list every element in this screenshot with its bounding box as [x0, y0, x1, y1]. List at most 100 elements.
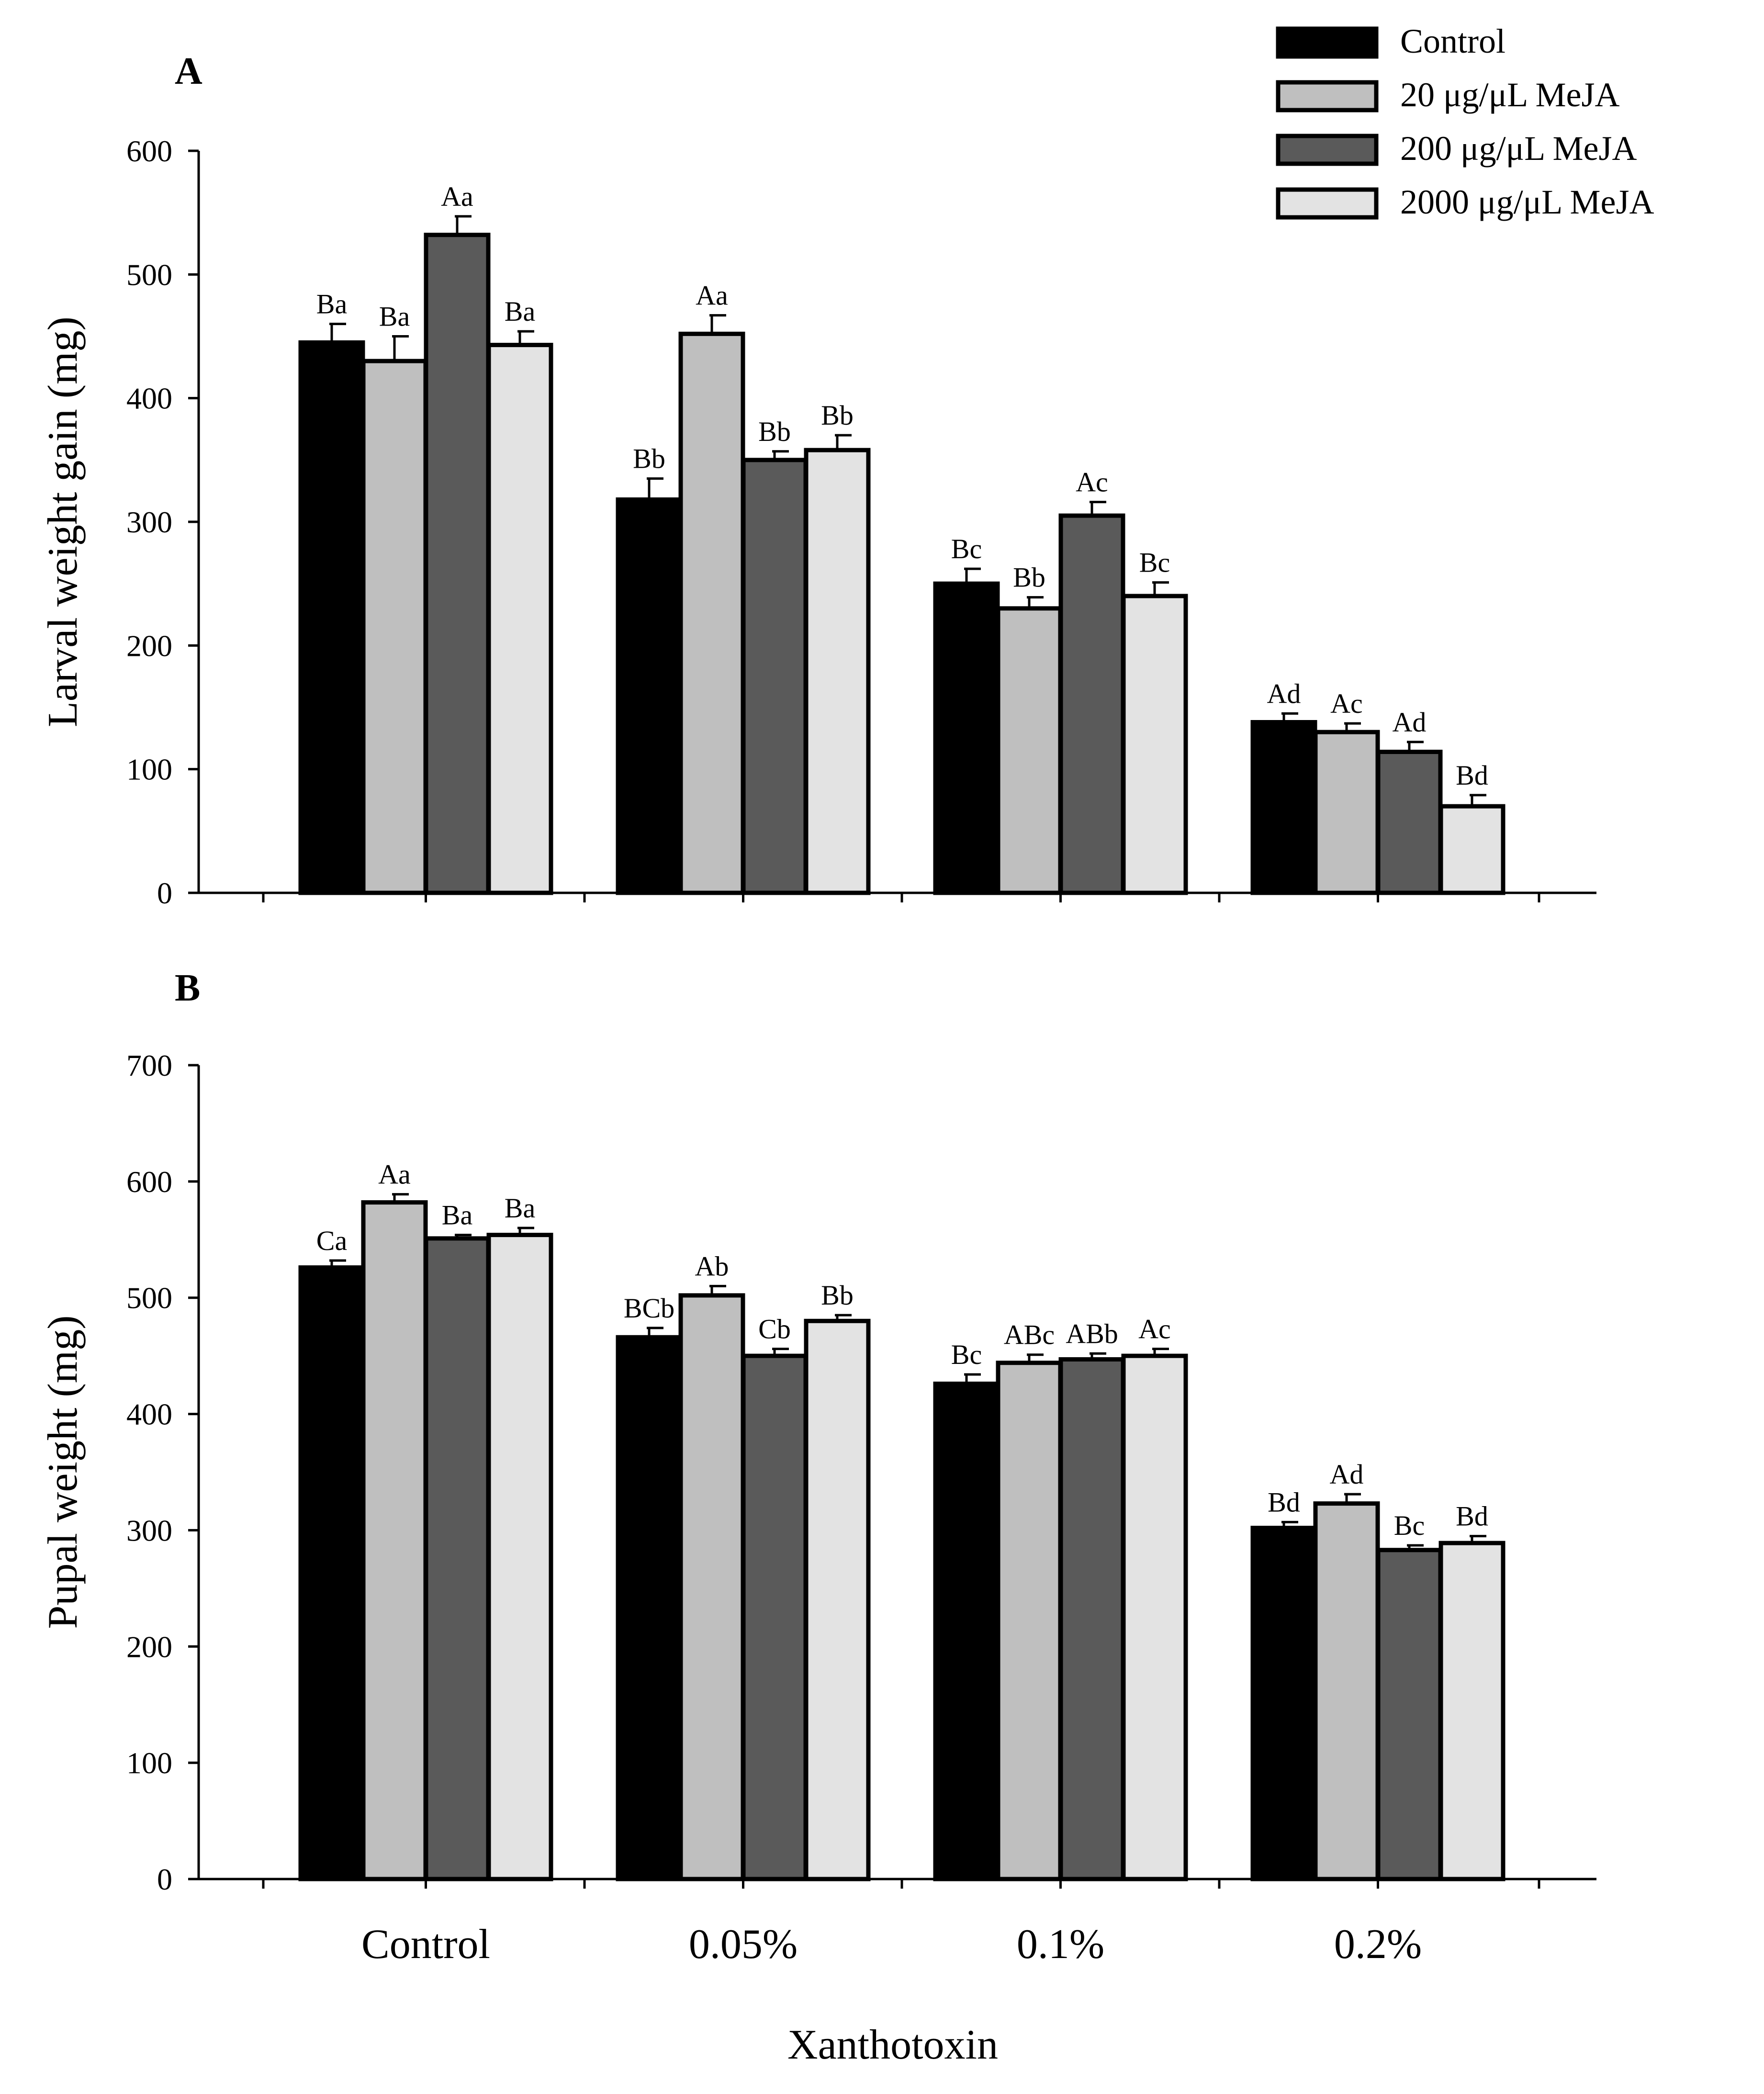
significance-label: Bd: [1456, 1501, 1488, 1532]
bar: [741, 1353, 808, 1881]
x-axis-title: Xanthotoxin: [787, 2022, 998, 2068]
x-category-label: 0.05%: [689, 1921, 798, 1968]
y-axis-title: Larval weight gain (mg): [40, 316, 86, 727]
panel-a-label: A: [175, 50, 202, 92]
bar: [1376, 1548, 1443, 1881]
y-tick-label: 600: [126, 1165, 172, 1199]
y-tick-label: 500: [126, 1281, 172, 1315]
legend-label: Control: [1400, 22, 1506, 60]
significance-label: Bc: [1394, 1510, 1425, 1541]
bar: [298, 1265, 365, 1881]
bar: [1438, 1541, 1506, 1881]
significance-label: Ac: [1076, 467, 1108, 498]
bar: [1250, 720, 1317, 895]
legend-swatch: [1276, 187, 1379, 220]
y-tick-label: 0: [157, 1862, 172, 1896]
significance-label: Bb: [821, 1280, 854, 1311]
significance-label: Ad: [1267, 678, 1301, 709]
significance-label: Cb: [758, 1314, 791, 1345]
bar: [933, 581, 1000, 895]
bar: [1121, 594, 1188, 895]
significance-label: Ac: [1330, 688, 1363, 719]
bar: [741, 458, 808, 895]
y-tick-label: 300: [126, 505, 172, 539]
bar: [424, 1236, 491, 1881]
y-axis-title: Pupal weight (mg): [40, 1315, 86, 1629]
significance-label: Ad: [1393, 707, 1427, 738]
bar: [361, 1200, 428, 1881]
significance-label: Bc: [951, 1339, 982, 1370]
bar: [616, 1335, 683, 1881]
bar: [1058, 1357, 1125, 1881]
bar: [424, 233, 491, 895]
significance-label: Ca: [316, 1225, 347, 1256]
panel-a-chart: A 0 100 200 300 400 500 600 Larval weight gain (…: [40, 50, 1596, 910]
bar: [678, 1293, 745, 1881]
bar: [1313, 730, 1380, 895]
legend-label: 2000 μg/μL MeJA: [1400, 183, 1654, 221]
x-category-label: 0.1%: [1017, 1921, 1104, 1968]
y-tick-label: 200: [126, 629, 172, 663]
significance-label: Bc: [1139, 547, 1170, 578]
significance-label: Bb: [633, 443, 665, 474]
bar: [804, 448, 871, 895]
x-axis-category-labels: Control 0.05% 0.1% 0.2%: [361, 1921, 1422, 1968]
significance-label: Bd: [1268, 1486, 1300, 1518]
significance-label: Bb: [821, 400, 854, 431]
panel-b-label: B: [175, 967, 200, 1009]
y-tick-label: 700: [126, 1048, 172, 1082]
bar: [1313, 1501, 1380, 1881]
significance-label: Bd: [1456, 760, 1488, 791]
significance-label: Bb: [758, 416, 791, 447]
y-tick-label: 0: [157, 876, 172, 910]
legend-label: 20 μg/μL MeJA: [1400, 76, 1620, 114]
y-tick-label: 100: [126, 753, 172, 787]
legend-swatch: [1276, 80, 1379, 113]
bar: [486, 1233, 553, 1881]
panel-b-chart: B 0 100 200 300 400 500 600 700 Pupal weight (mg)…: [40, 967, 1596, 1896]
significance-label: BCb: [624, 1293, 674, 1324]
bar: [486, 343, 553, 895]
significance-label: Ba: [379, 301, 410, 332]
significance-label: Ba: [505, 296, 535, 327]
significance-label: Aa: [441, 181, 473, 212]
bar: [1376, 750, 1443, 895]
significance-label: Bc: [951, 533, 982, 564]
bar: [933, 1381, 1000, 1881]
x-category-label: 0.2%: [1334, 1921, 1422, 1968]
significance-label: Ad: [1330, 1459, 1364, 1490]
bar: [996, 606, 1063, 895]
significance-label: Ab: [695, 1250, 729, 1282]
bar: [361, 359, 428, 895]
y-tick-label: 400: [126, 382, 172, 416]
bar: [616, 497, 683, 895]
bar: [1438, 804, 1506, 895]
y-tick-label: 300: [126, 1513, 172, 1547]
bar: [1250, 1526, 1317, 1881]
x-category-label: Control: [361, 1921, 490, 1968]
legend-label: 200 μg/μL MeJA: [1400, 129, 1637, 168]
bar: [678, 331, 745, 895]
y-tick-label: 600: [126, 134, 172, 168]
y-tick-label: 100: [126, 1746, 172, 1780]
significance-label: Aa: [378, 1159, 411, 1190]
bar: [298, 340, 365, 895]
significance-label: ABc: [1004, 1319, 1055, 1351]
bar: [1121, 1353, 1188, 1881]
bar: [1058, 513, 1125, 895]
significance-label: Bb: [1013, 562, 1045, 593]
y-tick-label: 500: [126, 258, 172, 292]
legend-swatch: [1276, 134, 1379, 166]
significance-label: Ba: [505, 1193, 535, 1224]
significance-label: Aa: [696, 280, 728, 311]
legend: Control 20 μg/μL MeJA 200 μg/μL MeJA 2000 μ…: [1276, 22, 1654, 221]
significance-label: Ac: [1138, 1314, 1171, 1345]
y-tick-label: 400: [126, 1397, 172, 1431]
significance-label: Ba: [316, 289, 347, 320]
significance-label: ABb: [1066, 1318, 1118, 1349]
legend-swatch: [1276, 26, 1379, 59]
bar: [804, 1318, 871, 1881]
y-tick-label: 200: [126, 1630, 172, 1664]
bar: [996, 1361, 1063, 1881]
